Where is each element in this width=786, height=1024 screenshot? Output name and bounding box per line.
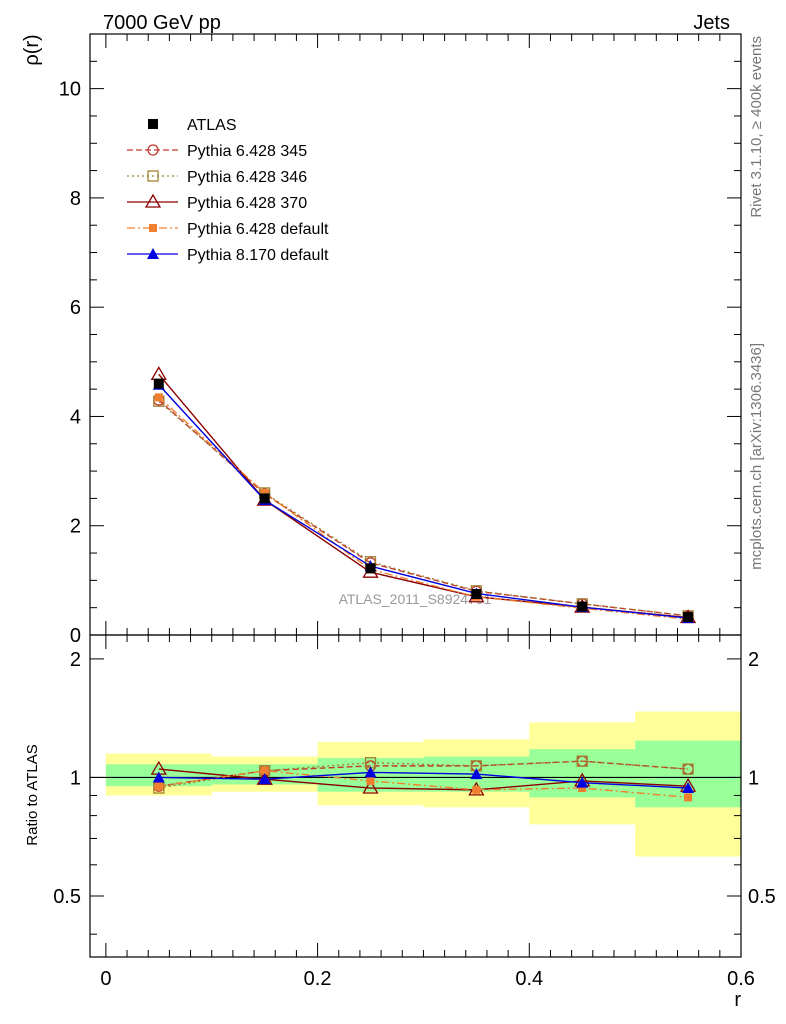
- ratio-point: [364, 766, 377, 778]
- ratio-point: [576, 755, 588, 767]
- y-tick-label: 8: [70, 188, 81, 210]
- legend-entry: Pythia 6.428 345: [127, 143, 307, 160]
- legend-entry: Pythia 6.428 346: [127, 169, 307, 186]
- y-tick-label: 6: [70, 297, 81, 319]
- series-pythia-6-428-default: [154, 393, 693, 624]
- x-tick-label: 0.4: [515, 968, 543, 990]
- series-line: [158, 384, 689, 619]
- ratio-line: [158, 768, 689, 791]
- header-right-label: Jets: [693, 12, 730, 34]
- series-atlas: [153, 378, 694, 622]
- series-line: [158, 396, 689, 620]
- ratio-point: [682, 763, 694, 775]
- data-point: [154, 393, 163, 402]
- ratio-point: [260, 766, 269, 775]
- data-point: [153, 378, 164, 389]
- legend-entry: Pythia 6.428 default: [127, 221, 329, 238]
- series-pythia-8-170-default: [152, 378, 695, 624]
- ratio-point: [578, 784, 587, 793]
- ratio-series-pythia-6-428-346: [153, 755, 694, 794]
- top-y-axis-label: ρ(r): [21, 34, 43, 65]
- x-tick-label: 0.2: [304, 968, 332, 990]
- legend-marker: [149, 224, 157, 232]
- ratio-point: [576, 776, 589, 788]
- legend-entry: Pythia 6.428 370: [127, 193, 307, 212]
- data-point: [365, 563, 376, 574]
- ratio-point: [152, 771, 165, 783]
- legend-marker: [147, 170, 159, 182]
- side-label-rivet: Rivet 3.1.10, ≥ 400k events: [748, 36, 765, 218]
- x-tick-label: 0: [100, 968, 111, 990]
- series-line: [158, 373, 689, 619]
- legend-label: Pythia 6.428 345: [187, 143, 307, 160]
- y-tick-label-right: 2: [748, 649, 759, 671]
- legend-marker: [144, 193, 162, 208]
- ratio-panel: 0 0.2 0.4 0.6 0.5 0.5 1 1 2 2: [53, 634, 776, 990]
- legend-label: Pythia 8.170 default: [187, 247, 329, 264]
- bottom-y-axis-label: Ratio to ATLAS: [24, 744, 41, 845]
- y-tick-label-right: 0.5: [748, 886, 776, 908]
- x-axis-label: r: [734, 989, 741, 1011]
- ratio-plot-frame: [89, 634, 742, 958]
- ratio-point: [470, 768, 483, 780]
- ratio-line: [158, 760, 689, 787]
- data-point: [683, 611, 694, 622]
- legend-label: Pythia 6.428 346: [187, 169, 307, 186]
- data-point: [259, 493, 270, 504]
- series-line: [158, 400, 689, 617]
- analysis-watermark: ATLAS_2011_S8924791: [339, 591, 492, 607]
- ratio-point: [362, 779, 379, 794]
- data-point: [260, 488, 269, 497]
- y-tick-label: 2: [70, 649, 81, 671]
- y-tick-label: 1: [70, 767, 81, 789]
- legend-entry: ATLAS: [148, 117, 237, 134]
- data-point: [150, 366, 167, 381]
- legend-entry: Pythia 8.170 default: [127, 247, 329, 264]
- ratio-point: [472, 785, 481, 794]
- ratio-line: [158, 770, 689, 799]
- legend-label: Pythia 6.428 default: [187, 221, 329, 238]
- series-pythia-6-428-346: [153, 395, 694, 622]
- header-left-label: 7000 GeV pp: [103, 12, 221, 34]
- data-point: [471, 589, 482, 600]
- series-pythia-6-428-370: [150, 366, 697, 624]
- legend-label: ATLAS: [187, 117, 237, 134]
- legend-marker: [148, 119, 158, 129]
- ratio-series-pythia-8-170-default: [152, 766, 695, 794]
- y-tick-label: 10: [59, 79, 81, 101]
- ratio-line: [158, 760, 689, 789]
- series-line: [158, 399, 689, 617]
- ratio-point: [366, 776, 375, 785]
- y-tick-label-right: 1: [748, 767, 759, 789]
- ratio-line: [158, 771, 689, 789]
- ratio-point: [154, 782, 163, 791]
- y-tick-label: 2: [70, 516, 81, 538]
- series-pythia-6-428-345: [153, 394, 694, 622]
- data-point: [577, 601, 588, 612]
- x-tick-label: 0.6: [727, 968, 755, 990]
- ratio-point: [682, 782, 695, 794]
- side-label-mcplots: mcplots.cern.ch [arXiv:1306.3436]: [748, 343, 765, 570]
- top-panel: 0 2 4 6 8 10: [59, 33, 742, 647]
- y-tick-label: 0.5: [53, 886, 81, 908]
- legend: ATLAS Pythia 6.428 345 Pythia 6.428 346 Pyt…: [127, 117, 329, 264]
- ratio-point: [684, 793, 693, 802]
- ratio-series-pythia-6-428-default: [154, 766, 693, 802]
- ratio-point: [258, 773, 271, 785]
- legend-label: Pythia 6.428 370: [187, 195, 307, 212]
- y-tick-label: 0: [70, 625, 81, 647]
- y-tick-label: 4: [70, 406, 81, 428]
- legend-marker: [147, 144, 159, 156]
- legend-marker: [147, 248, 159, 259]
